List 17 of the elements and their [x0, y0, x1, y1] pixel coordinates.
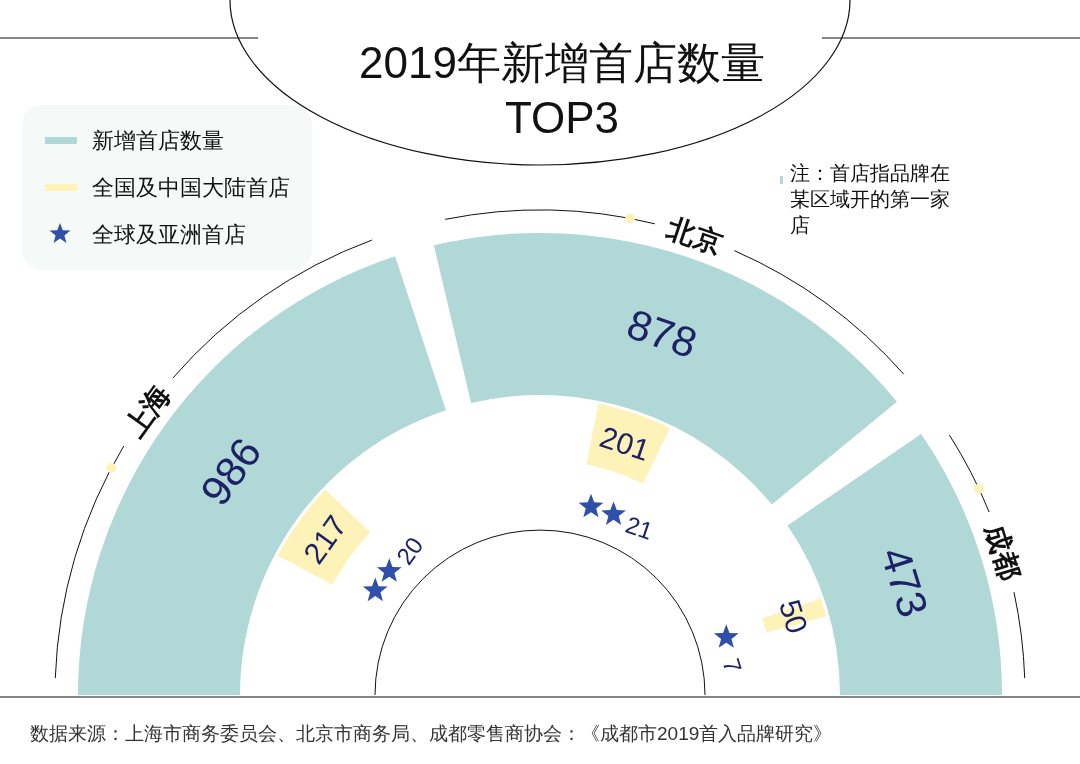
text: 2019年新增首店数量 TOP3 — [359, 38, 765, 142]
source-note: 数据来源：上海市商务委员会、北京市商务局、成都零售商协会：《成都市2019首入品牌研究》 — [30, 723, 833, 744]
legend-label: 全国及中国大陆首店 — [92, 175, 290, 200]
text: 注：首店指品牌在某区域开的第一家店 — [790, 162, 950, 236]
data-label: 217 — [296, 509, 353, 570]
data-label: 986 — [191, 429, 271, 514]
data-label: 473 — [871, 541, 938, 623]
category-label: 成都 — [979, 519, 1026, 584]
data-label: 201 — [595, 419, 654, 468]
legend-label: 新增首店数量 — [92, 128, 224, 153]
data-label: 50 — [772, 595, 815, 638]
category-label: 上海 — [117, 379, 177, 444]
category-label: 北京 — [662, 212, 727, 260]
data-label: 20 — [390, 531, 429, 570]
data-label: 7 — [717, 655, 748, 677]
data-label: 21 — [622, 510, 657, 545]
data-label: 878 — [621, 300, 703, 368]
